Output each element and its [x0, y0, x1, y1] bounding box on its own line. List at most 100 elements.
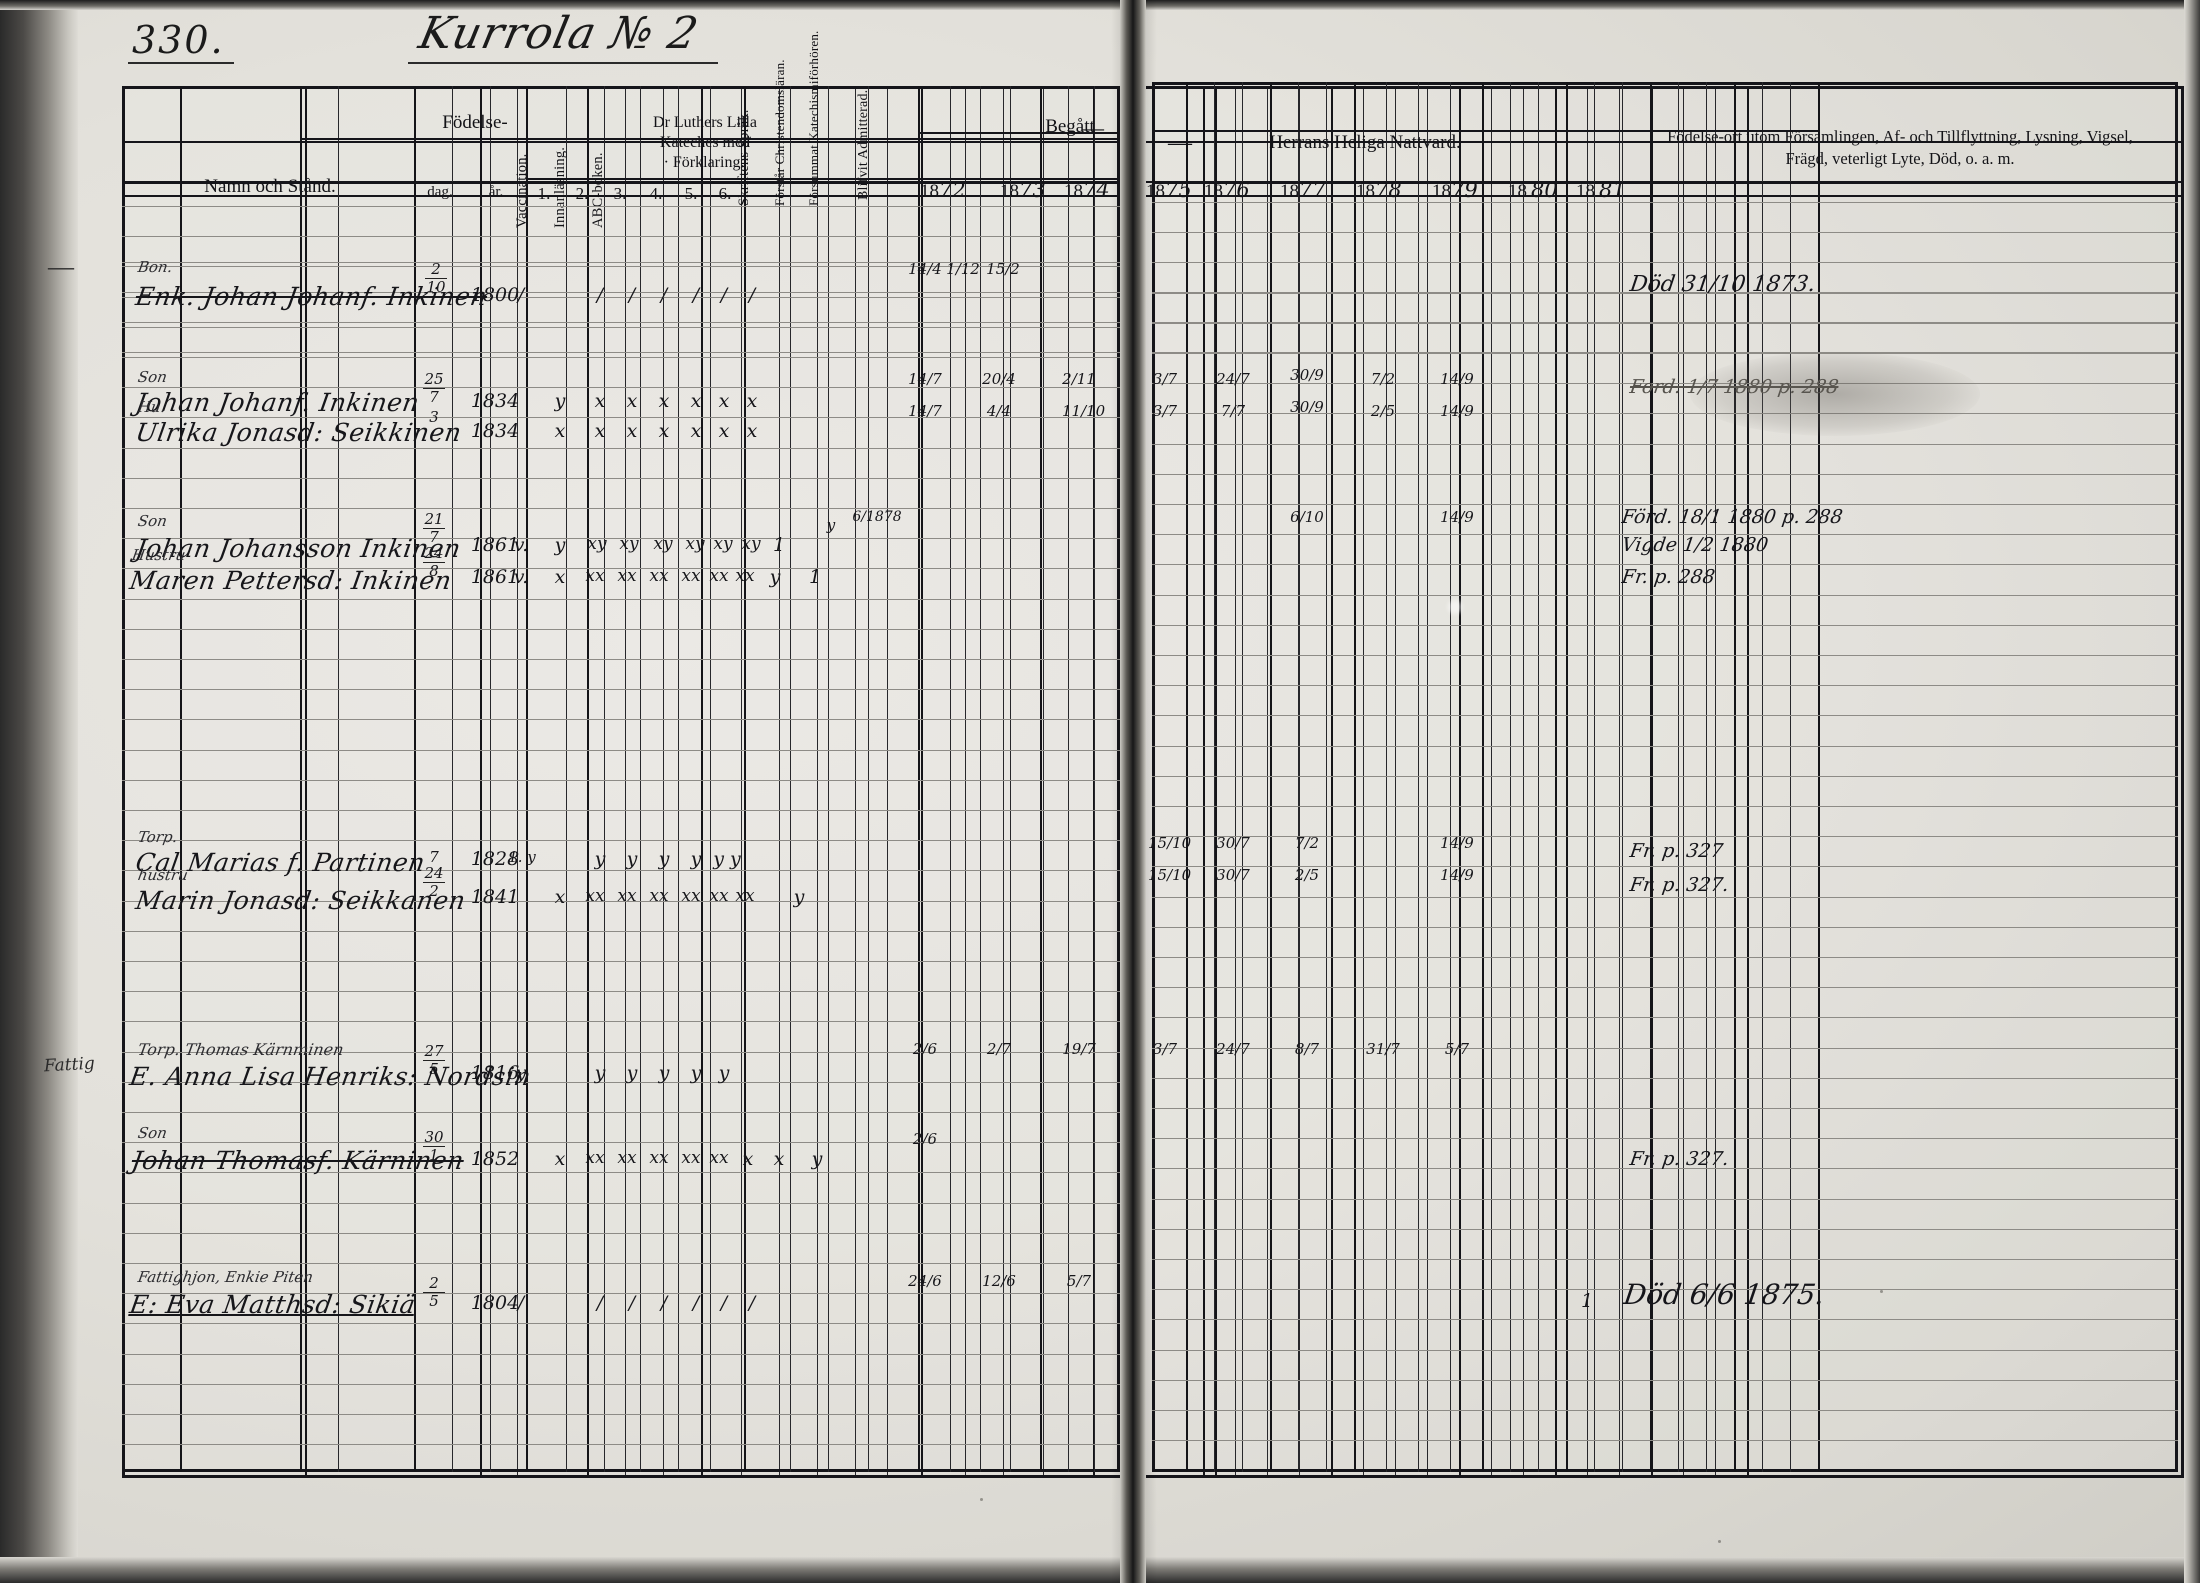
- row-5-kat-6: xx: [735, 566, 755, 586]
- row-6-kat-5: y y: [713, 848, 741, 870]
- row-9-birthyear: 1852: [470, 1148, 520, 1170]
- row-8-birthday: 27 5: [423, 1042, 445, 1078]
- row-6-begatt-1875: 15/10: [1148, 834, 1192, 852]
- header-kat-5: 5.: [684, 184, 698, 203]
- row-2-begatt-1878: 7/2: [1370, 370, 1396, 388]
- col-rule-kat-4: [855, 89, 856, 1475]
- col-rule-sprak: [965, 89, 966, 1475]
- row-4-kat-5: xy: [713, 534, 733, 554]
- row-7-remark: Fr. p. 327.: [1628, 874, 1731, 896]
- row-6-relation: Torp.: [136, 828, 179, 846]
- row-4-abc: y: [554, 534, 566, 556]
- col-rule-1876: [1555, 89, 1557, 1475]
- row-9-remark: Fr. p. 327.: [1628, 1148, 1731, 1170]
- row-3-begatt-1878: 2/5: [1370, 402, 1396, 420]
- row-7-sprak: y: [793, 886, 805, 908]
- row-4-blifvit-admitterad: 6/1878: [852, 509, 902, 525]
- header-blifvit-admitterad: Blifvit Admitterad.: [856, 89, 871, 200]
- book-gutter: [1120, 0, 1146, 1583]
- row-8-kat-2: y: [626, 1062, 638, 1084]
- row-5-kat-5: xx: [709, 566, 729, 586]
- row-8-begatt-1875: 3/7: [1152, 1040, 1178, 1058]
- row-8-birthyear: 1816: [470, 1062, 520, 1084]
- row-9-kat-4: xx: [681, 1148, 701, 1168]
- row-4-kat-6: xy: [741, 534, 761, 554]
- header-year-1872: 1872: [920, 178, 966, 202]
- header-skriftens-sprak: Skriftens Språk.: [736, 109, 752, 206]
- row-2-begatt-1877: 30/9: [1290, 366, 1324, 384]
- row-8-begatt-1873: 2/7: [986, 1040, 1012, 1058]
- row-2-kat-1: x: [594, 390, 606, 412]
- col-rule-kat-2: [779, 89, 780, 1475]
- col-rule-1875-sub1: [1491, 89, 1492, 1475]
- header-begatt-dash: —: [1082, 115, 1104, 140]
- row-10-birthyear: 1804: [470, 1292, 520, 1314]
- row-8-kat-1: y: [594, 1062, 606, 1084]
- row-3-kat-1: x: [594, 420, 606, 442]
- row-1-vaccination: /: [517, 284, 525, 306]
- header-year-1881: 18 81: [1576, 178, 1626, 202]
- row-5-abc: x: [554, 566, 566, 588]
- village-heading: Kurrola № 2: [414, 8, 704, 59]
- header-namn-och-stand: Namn och Stånd.: [204, 176, 336, 197]
- col-rule-1876-sub1: [1587, 89, 1588, 1475]
- header-year-1874: 1874: [1064, 178, 1110, 202]
- row-1-birthyear: 1800: [470, 284, 520, 306]
- row-4-begatt-1877: 6/10: [1290, 508, 1324, 526]
- header-kat-2: 2.: [575, 184, 589, 203]
- header-fodelse: Födelse-: [442, 112, 508, 133]
- row-3-abc: x: [554, 420, 566, 442]
- margin-dash-mark: —: [48, 252, 74, 281]
- row-7-kat-3: xx: [649, 886, 669, 906]
- header-year-1877: 1877: [1280, 178, 1326, 202]
- row-3-begatt-1877: 30/9: [1290, 398, 1324, 416]
- row-5-birthday: 24 8: [423, 544, 445, 580]
- header-remarks-line2: Frägd, veterligt Lyte, Död, o. a. m.: [1785, 149, 2015, 168]
- header-kateches-line1: Dr Luthers Lilla: [653, 114, 757, 131]
- row-1-kat-6: /: [748, 284, 756, 306]
- col-rule-1877-sub1: [1683, 89, 1684, 1475]
- row-3-begatt-1874: 11/10: [1062, 402, 1106, 420]
- row-2-name: Johan Johanf. Inkinen: [133, 388, 422, 417]
- row-8-kat-3: y: [658, 1062, 670, 1084]
- col-rule-1876-sub2: [1619, 89, 1620, 1475]
- row-10-begatt-1874: 5/7: [1066, 1272, 1092, 1290]
- row-7-birthyear: 1841: [470, 886, 520, 908]
- scan-speck-1: [1718, 1540, 1721, 1543]
- row-3-relation: Hu.: [136, 398, 167, 416]
- row-9-kat-2: xx: [617, 1148, 637, 1168]
- col-rule-forstar: [1003, 89, 1004, 1475]
- row-4-kat-2: xy: [619, 534, 639, 554]
- row-4-relation: Son: [136, 512, 169, 530]
- folio-underline: [128, 62, 234, 64]
- col-rule-kat-6: [921, 89, 923, 1475]
- row-2-kat-3: x: [658, 390, 670, 412]
- col-rule-vaccination: [625, 89, 626, 1475]
- header-kateches-line3: · Förklaring.: [663, 154, 745, 171]
- header-dag: dag.: [427, 184, 453, 200]
- row-7-kat-6: xx: [735, 886, 755, 906]
- row-5-vaccination: v.: [513, 566, 529, 588]
- row-2-begatt-1879: 14/9: [1440, 370, 1474, 388]
- col-rule-1873-sub2: [1395, 89, 1396, 1475]
- row-6-kat-4: y: [690, 848, 702, 870]
- row-6-birthday: 7: [429, 848, 439, 866]
- col-rule-leafsplit: [1215, 89, 1217, 1475]
- header-kat-6: 6.: [718, 184, 732, 203]
- row-2-begatt-1874: 2/11: [1062, 370, 1096, 388]
- col-rule-birthday: [517, 89, 518, 1475]
- row-6-begatt-1879: 14/9: [1440, 834, 1474, 852]
- row-10-name: E: Eva Matthsd: Sikiä: [127, 1290, 418, 1319]
- row-3-birthyear: 1834: [470, 420, 520, 442]
- row-3-kat-2: x: [626, 420, 638, 442]
- row-5-kat-3: xx: [649, 566, 669, 586]
- row-4-kat-4: xy: [685, 534, 705, 554]
- row-5-kat-4: xx: [681, 566, 701, 586]
- row-7-begatt-1877: 2/5: [1294, 866, 1320, 884]
- row-5-sprak: y: [769, 566, 781, 588]
- row-10-remark: Död 6/6 1875.: [1621, 1278, 1827, 1311]
- header-begatt: Begått: [1045, 116, 1095, 137]
- col-rule-1872-sub1: [1235, 89, 1236, 1475]
